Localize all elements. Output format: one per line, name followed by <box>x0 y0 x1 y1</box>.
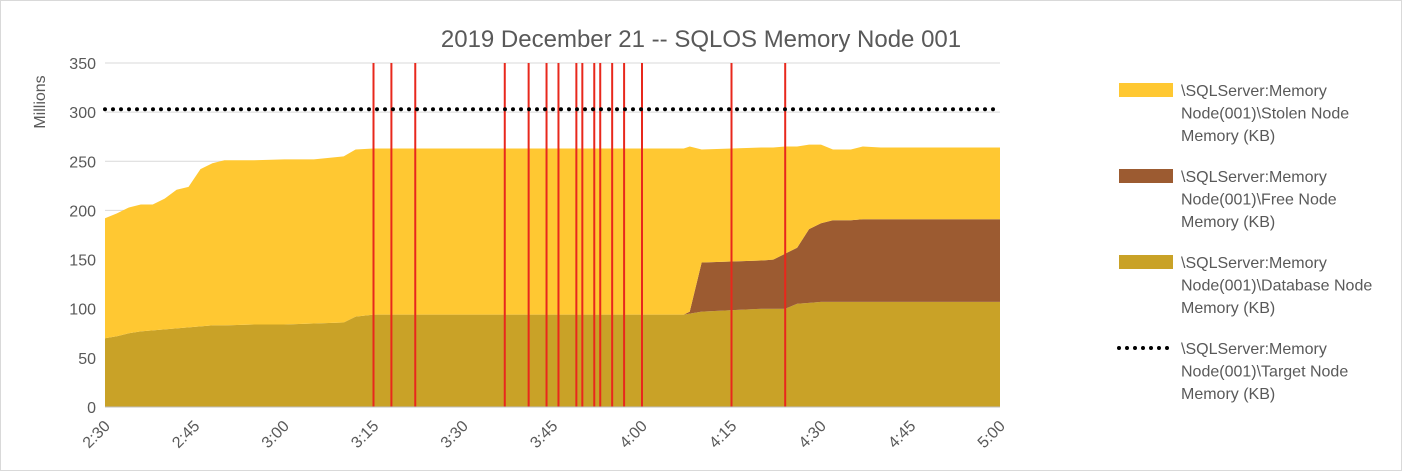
x-axis-ticks: 2:30 2:45 3:00 3:15 3:30 3:45 4:00 4:15 4:30 4:45… <box>80 418 1009 452</box>
x-tick-label: 4:00 <box>617 418 651 452</box>
legend-swatch <box>1119 169 1173 183</box>
legend-label: Memory (KB) <box>1181 386 1275 403</box>
legend-swatch <box>1119 255 1173 269</box>
legend-item: \SQLServer:Memory Node(001)\Stolen Node Me… <box>1119 83 1349 145</box>
series-areas <box>105 144 1000 407</box>
x-tick-label: 2:45 <box>169 418 203 452</box>
legend-item: \SQLServer:Memory Node(001)\Database Node… <box>1119 255 1372 317</box>
x-tick-label: 3:30 <box>438 418 472 452</box>
area-database-node <box>105 301 1000 407</box>
y-tick-label: 50 <box>78 351 96 368</box>
x-tick-label: 2:30 <box>80 418 114 452</box>
vertical-markers <box>372 63 787 407</box>
y-tick-label: 300 <box>69 105 96 122</box>
legend-label: Node(001)\Target Node <box>1181 364 1348 381</box>
x-tick-label: 3:15 <box>348 418 382 452</box>
legend-label: \SQLServer:Memory <box>1181 83 1327 100</box>
legend-label: \SQLServer:Memory <box>1181 169 1327 186</box>
y-axis-label: Millions <box>32 75 49 128</box>
x-tick-label: 5:00 <box>975 418 1009 452</box>
legend: \SQLServer:Memory Node(001)\Stolen Node Me… <box>1117 83 1372 403</box>
y-tick-label: 100 <box>69 302 96 319</box>
x-tick-label: 4:15 <box>706 418 740 452</box>
legend-label: Node(001)\Free Node <box>1181 192 1337 209</box>
y-tick-label: 200 <box>69 203 96 220</box>
legend-swatch <box>1119 83 1173 97</box>
legend-label: Memory (KB) <box>1181 300 1275 317</box>
legend-label: \SQLServer:Memory <box>1181 255 1327 272</box>
legend-label: Node(001)\Database Node <box>1181 278 1372 295</box>
x-tick-label: 4:30 <box>796 418 830 452</box>
y-tick-label: 350 <box>69 56 96 73</box>
chart-title: 2019 December 21 -- SQLOS Memory Node 00… <box>441 26 961 53</box>
legend-label: Memory (KB) <box>1181 214 1275 231</box>
y-tick-label: 150 <box>69 253 96 270</box>
y-tick-label: 0 <box>87 400 96 417</box>
x-tick-label: 3:00 <box>259 418 293 452</box>
area-stolen-node <box>105 144 1000 339</box>
legend-item: \SQLServer:Memory Node(001)\Free Node Memo… <box>1119 169 1337 231</box>
x-tick-label: 4:45 <box>885 418 919 452</box>
y-axis-ticks: 0 50 100 150 200 250 300 350 <box>69 56 96 417</box>
y-tick-label: 250 <box>69 154 96 171</box>
area-free-node <box>105 219 1000 339</box>
legend-label: Memory (KB) <box>1181 128 1275 145</box>
x-tick-label: 3:45 <box>527 418 561 452</box>
legend-label: \SQLServer:Memory <box>1181 341 1327 358</box>
legend-label: Node(001)\Stolen Node <box>1181 106 1349 123</box>
legend-item: \SQLServer:Memory Node(001)\Target Node Me… <box>1117 341 1348 403</box>
